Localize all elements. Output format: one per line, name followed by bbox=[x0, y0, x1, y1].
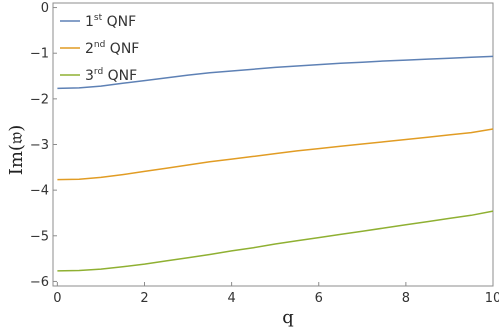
y-tick-label: −1 bbox=[30, 47, 49, 62]
y-tick-label: −6 bbox=[30, 275, 49, 290]
y-tick-label: −5 bbox=[30, 229, 49, 244]
x-tick-label: 4 bbox=[227, 291, 235, 306]
series-line-3 bbox=[57, 210, 494, 272]
legend-label-ordinal: nd bbox=[94, 40, 105, 50]
y-tick-label: −3 bbox=[30, 138, 49, 153]
x-tick-label: 10 bbox=[485, 291, 499, 306]
x-tick-label: 6 bbox=[315, 291, 323, 306]
legend-label-3: 3rd QNF bbox=[85, 67, 137, 84]
y-axis-label: Im(𝔴) bbox=[6, 125, 27, 176]
legend-label-ordinal: st bbox=[94, 13, 103, 23]
legend-label-suffix: QNF bbox=[102, 14, 136, 30]
legend-label-1: 1st QNF bbox=[85, 13, 136, 30]
series-line-2 bbox=[57, 128, 494, 181]
x-tick-label: 0 bbox=[53, 291, 61, 306]
legend-label-number: 2 bbox=[85, 41, 94, 57]
y-tick-label: −4 bbox=[30, 184, 49, 199]
legend-label-number: 3 bbox=[85, 68, 94, 84]
x-axis-label: q bbox=[282, 307, 294, 328]
y-tick-label: 0 bbox=[41, 1, 49, 16]
y-tick-label: −2 bbox=[30, 92, 49, 107]
legend-label-suffix: QNF bbox=[103, 68, 137, 84]
legend-label-2: 2nd QNF bbox=[85, 40, 139, 57]
series-line-1 bbox=[57, 55, 494, 90]
legend-label-suffix: QNF bbox=[105, 41, 139, 57]
legend-label-ordinal: rd bbox=[94, 67, 103, 77]
legend-label-number: 1 bbox=[85, 14, 94, 30]
x-tick-label: 2 bbox=[140, 291, 148, 306]
x-tick-label: 8 bbox=[402, 291, 410, 306]
